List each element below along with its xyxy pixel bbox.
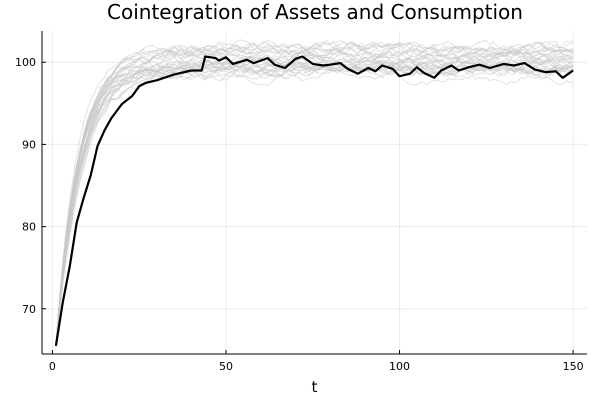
x-tick-group: 0 50 100 150: [49, 350, 584, 373]
background-series-line-28: [55, 59, 574, 346]
x-tick-label-1: 50: [219, 360, 233, 373]
background-series-line-10: [55, 59, 574, 346]
background-series-line-2: [55, 51, 574, 346]
background-series-line-11: [55, 54, 574, 346]
background-series-line-26: [55, 42, 574, 346]
highlight-series-line: [54, 55, 574, 346]
y-tick-label-3: 100: [15, 56, 36, 69]
background-series-line-29: [55, 61, 574, 346]
background-series-group: [55, 39, 574, 346]
background-series-line-0: [55, 61, 574, 346]
highlight-series-group: [54, 55, 574, 346]
background-series-line-15: [55, 57, 574, 346]
background-series-line-18: [55, 43, 574, 346]
background-series-line-23: [55, 50, 574, 346]
background-series-line-20: [55, 41, 574, 346]
background-series-line-6: [55, 64, 574, 346]
chart-title: Cointegration of Assets and Consumption: [107, 0, 523, 24]
x-tick-label-3: 150: [563, 360, 584, 373]
background-series-line-4: [55, 57, 574, 346]
background-series-line-9: [55, 69, 574, 346]
y-tick-group: 70 80 90 100: [15, 56, 46, 316]
background-series-line-5: [55, 41, 574, 346]
background-series-line-22: [55, 56, 574, 346]
y-tick-label-2: 90: [22, 138, 36, 151]
x-gridlines: [51, 31, 574, 354]
background-series-line-17: [55, 58, 574, 346]
background-series-line-27: [55, 50, 574, 346]
x-tick-label-2: 100: [389, 360, 410, 373]
background-series-line-1: [55, 54, 574, 346]
background-series-line-16: [55, 60, 574, 346]
y-tick-label-0: 70: [22, 303, 36, 316]
x-tick-label-0: 0: [49, 360, 56, 373]
y-gridlines: [42, 61, 587, 310]
background-series-line-7: [55, 45, 574, 346]
background-series-line-8: [55, 61, 574, 346]
x-axis-title: t: [312, 378, 318, 396]
background-series-line-3: [55, 61, 574, 346]
axes-group: [41, 31, 587, 355]
y-tick-label-1: 80: [22, 221, 36, 234]
background-series-line-24: [55, 39, 574, 346]
